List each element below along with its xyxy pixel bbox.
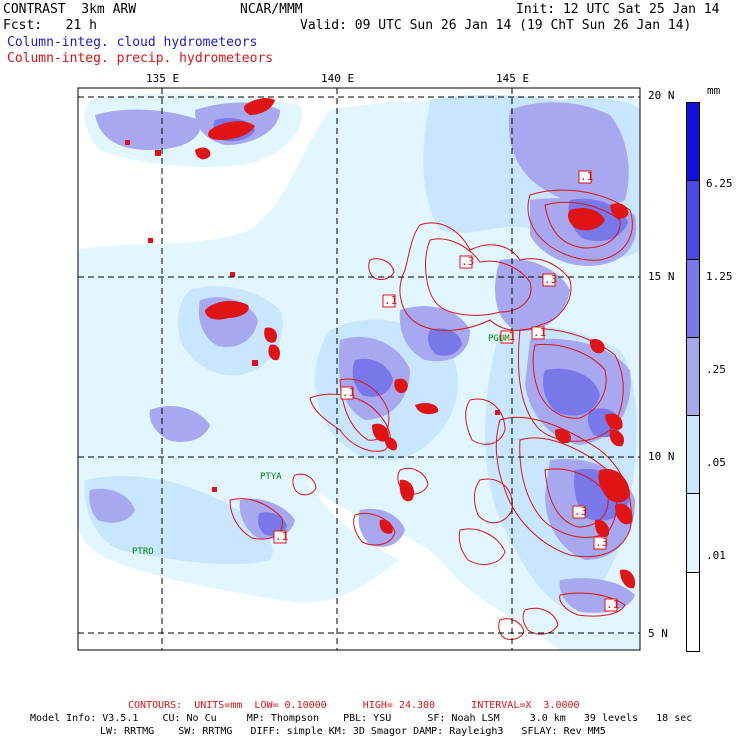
lon-label-140: 140 E [321,72,355,85]
colorbar-tick-.01: .01 [706,549,726,562]
colorbar-segment [687,494,699,573]
contour-label: .1 [580,170,594,183]
model-info-line2: LW: RRTMG SW: RRTMG DIFF: simple KM: 3D … [100,726,606,737]
contour-label: .1 [384,294,398,307]
model-info-line1: Model Info: V3.5.1 CU: No Cu MP: Thompso… [30,713,693,724]
contour-label: .3 [574,505,588,518]
org-label: NCAR/MMM [240,2,303,17]
contour-info: CONTOURS: UNITS=mm LOW= 0.10000 HIGH= 24… [128,700,580,711]
colorbar-segment [687,572,699,651]
contour-label: .3 [461,255,475,268]
contour-label: .3 [595,536,609,549]
colorbar-segment [687,181,699,260]
colorbar-segment [687,103,699,182]
contour-label: .1 [502,330,516,343]
station-ptya: PTYA [260,472,282,482]
colorbar [686,102,700,652]
model-title: CONTRAST 3km ARW [3,2,137,17]
contour-label-boxes [273,170,618,612]
lat-label-5: 5 N [648,627,668,640]
init-label: Init: 12 UTC Sat 25 Jan 14 [516,2,720,17]
colorbar-tick-6.25: 6.25 [706,177,733,190]
map-frame [77,87,641,651]
colorbar-tick-.05: .05 [706,456,726,469]
contour-label: .1 [606,598,620,611]
precip-contours [229,189,633,640]
precip-cores [125,97,636,589]
lat-label-10: 10 N [648,450,675,463]
lon-label-145: 145 E [496,72,530,85]
lat-lon-grid [78,88,640,650]
station-pgum: PGUM [488,334,510,344]
shaded-field-name: Column-integ. cloud hydrometeors [7,35,258,50]
colorbar-tick-.25: .25 [706,363,726,376]
contour-field-name: Column-integ. precip. hydrometeors [7,51,274,66]
contour-label: .1 [342,386,356,399]
colorbar-segments [687,103,699,651]
lon-label-135: 135 E [146,72,180,85]
lat-label-20: 20 N [648,89,675,102]
lat-label-15: 15 N [648,270,675,283]
valid-time: Valid: 09 UTC Sun 26 Jan 14 (19 ChT Sun … [300,18,692,33]
contour-label: .3 [544,273,558,286]
colorbar-unit: mm [707,84,721,97]
colorbar-tick-1.25: 1.25 [706,270,733,283]
forecast-hour: Fcst: 21 h [3,18,97,33]
contour-label: .1 [275,530,289,543]
station-ptro: PTRO [132,547,154,557]
contour-label: .1 [533,326,547,339]
colorbar-segment [687,259,699,338]
colorbar-segment [687,416,699,495]
colorbar-segment [687,337,699,417]
